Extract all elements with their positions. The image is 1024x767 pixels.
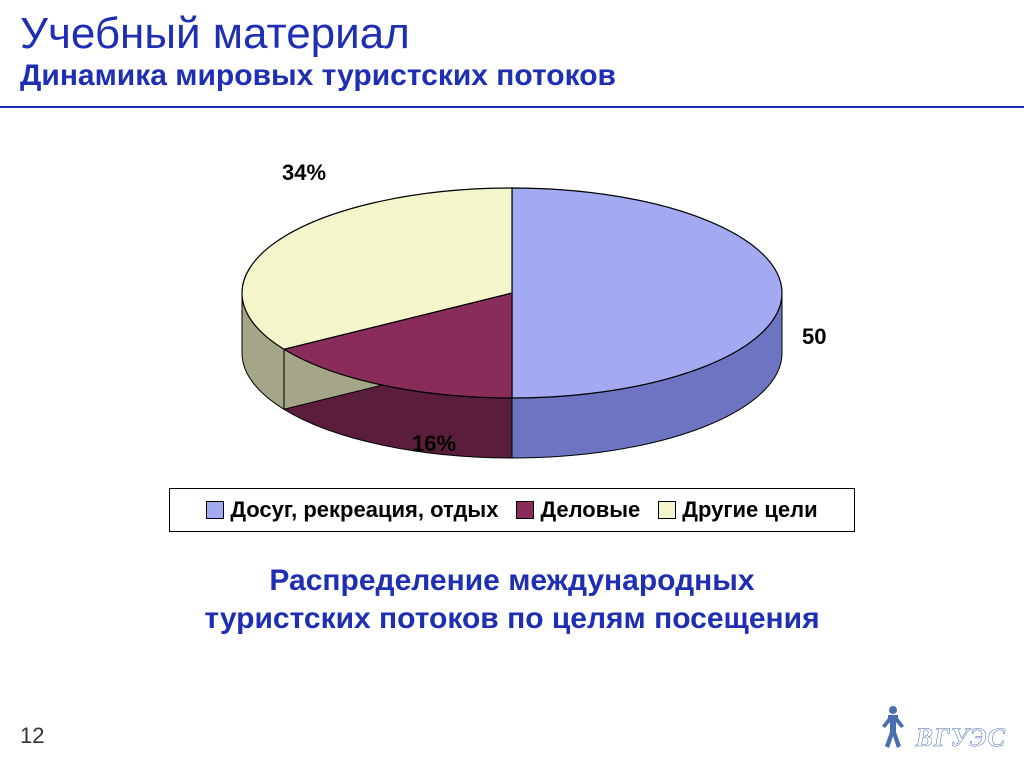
- legend-swatch-icon: [658, 501, 676, 519]
- title-sub: Динамика мировых туристских потоков: [20, 58, 1004, 98]
- caption-line: Распределение международных: [269, 564, 754, 597]
- pie-chart: 50 16% 34%: [162, 148, 862, 468]
- slice-label: 16%: [412, 431, 456, 456]
- slice-label: 50: [802, 324, 826, 349]
- legend-item: Досуг, рекреация, отдых: [206, 497, 498, 523]
- legend-label: Деловые: [540, 497, 640, 523]
- caption-line: туристских потоков по целям посещения: [204, 602, 819, 635]
- title-main: Учебный материал: [20, 10, 1004, 58]
- slide: Учебный материал Динамика мировых турист…: [0, 0, 1024, 767]
- logo-figure-icon: [878, 703, 908, 753]
- page-number: 12: [20, 723, 44, 749]
- slice-label: 34%: [282, 160, 326, 185]
- chart-caption: Распределение международных туристских п…: [0, 562, 1024, 637]
- legend-swatch-icon: [206, 501, 224, 519]
- title-block: Учебный материал Динамика мировых турист…: [0, 0, 1024, 108]
- pie-svg: 50 16% 34%: [162, 148, 862, 468]
- legend-swatch-icon: [516, 501, 534, 519]
- legend: Досуг, рекреация, отдых Деловые Другие ц…: [169, 488, 855, 532]
- logo: ВГУЭС: [878, 703, 1006, 753]
- logo-text: ВГУЭС: [916, 723, 1006, 753]
- legend-item: Деловые: [516, 497, 640, 523]
- legend-label: Досуг, рекреация, отдых: [230, 497, 498, 523]
- legend-label: Другие цели: [682, 497, 817, 523]
- legend-item: Другие цели: [658, 497, 817, 523]
